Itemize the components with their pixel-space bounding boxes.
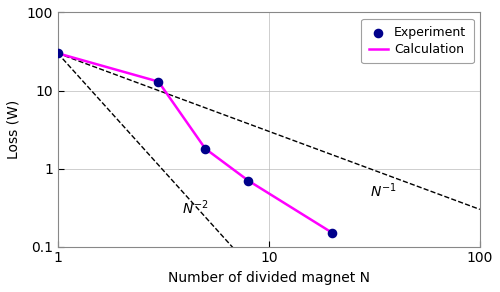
Calculation: [202, 147, 208, 150]
Legend: Experiment, Calculation: Experiment, Calculation: [362, 19, 474, 63]
Y-axis label: Loss (W): Loss (W): [7, 100, 21, 159]
Experiment: [202, 146, 209, 151]
Calculation: [246, 179, 252, 182]
Line: Calculation: Calculation: [58, 53, 332, 233]
Experiment: [54, 51, 62, 55]
Text: $N^{-2}$: $N^{-2}$: [182, 198, 209, 216]
Calculation: [330, 231, 336, 235]
Text: $N^{-1}$: $N^{-1}$: [370, 181, 397, 200]
Calculation: [156, 80, 162, 84]
Experiment: [244, 178, 252, 183]
X-axis label: Number of divided magnet N: Number of divided magnet N: [168, 271, 370, 285]
Experiment: [154, 79, 162, 84]
Calculation: [54, 51, 60, 55]
Experiment: [328, 231, 336, 235]
